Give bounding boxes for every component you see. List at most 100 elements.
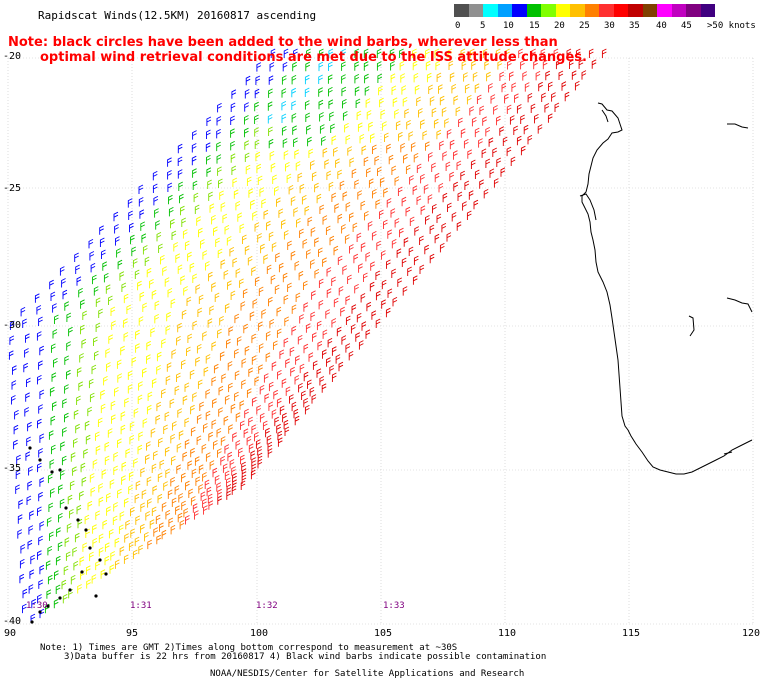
wind-barb	[321, 136, 326, 146]
wind-barb	[266, 264, 272, 274]
wind-barb	[339, 180, 345, 190]
wind-barb	[427, 194, 433, 204]
wind-barb	[83, 448, 88, 459]
wind-barb	[126, 304, 132, 314]
wind-barb	[317, 340, 323, 351]
wind-barb	[111, 320, 116, 330]
wind-barb	[571, 70, 577, 80]
wind-barb	[130, 528, 136, 538]
wind-barb	[244, 408, 249, 419]
wind-barb	[244, 245, 250, 255]
wind-barb	[121, 475, 126, 485]
wind-barb	[12, 365, 17, 375]
wind-barb	[341, 224, 346, 234]
wind-barb	[348, 350, 354, 361]
wind-barb	[112, 515, 118, 525]
wind-barb	[496, 157, 502, 167]
wind-barb	[328, 61, 333, 71]
wind-barb	[37, 594, 42, 604]
wind-barb	[153, 527, 159, 537]
wind-barb	[551, 92, 556, 102]
wind-barb	[226, 477, 231, 487]
wind-barb	[284, 316, 290, 326]
wind-barb	[312, 360, 318, 370]
wind-barb	[108, 528, 114, 539]
wind-barb	[436, 129, 442, 140]
legend-swatch-17	[700, 4, 715, 17]
wind-barb	[369, 281, 375, 292]
wind-barb	[314, 182, 319, 193]
wind-barb	[244, 127, 249, 138]
wind-barb	[457, 191, 463, 201]
wind-barb	[216, 482, 222, 492]
wind-barb	[95, 560, 100, 571]
wind-barb	[372, 144, 377, 154]
wind-barb	[166, 362, 172, 372]
wind-barb	[18, 499, 24, 509]
wind-barb	[64, 412, 69, 423]
wind-barb	[490, 94, 496, 104]
wind-barb	[137, 280, 142, 291]
wind-barb	[38, 360, 43, 370]
wind-barb	[58, 512, 63, 523]
wind-barb	[277, 369, 282, 380]
wind-barb	[181, 472, 186, 483]
lat-label-minus-25: -25	[3, 183, 22, 194]
wind-barb	[182, 395, 188, 405]
wind-barb	[254, 222, 260, 232]
wind-barb	[260, 243, 265, 254]
wind-barb	[170, 433, 176, 444]
wind-barb	[127, 198, 133, 208]
wind-barb	[156, 364, 161, 375]
wind-barb	[347, 274, 352, 284]
wind-barb	[307, 379, 312, 389]
wind-barb	[180, 205, 185, 216]
wind-barb	[306, 249, 311, 259]
wind-barb	[239, 278, 244, 288]
wind-barb	[423, 184, 429, 194]
wind-barb	[413, 255, 419, 266]
wind-barb	[220, 202, 226, 212]
wind-barb	[72, 466, 77, 476]
wind-barb	[283, 419, 289, 430]
wind-barb	[383, 219, 388, 229]
wind-barb	[230, 403, 236, 414]
wind-barb	[98, 547, 104, 557]
wind-barb	[142, 418, 148, 428]
wind-barb	[413, 72, 419, 83]
wind-barb	[518, 48, 523, 58]
wind-barb	[267, 114, 273, 124]
wind-barb	[304, 205, 310, 216]
wind-barb	[456, 160, 462, 170]
wind-barb	[73, 409, 79, 420]
wind-barb	[208, 500, 214, 510]
wind-barb	[446, 232, 452, 242]
wind-barb	[293, 48, 298, 58]
wind-barb	[326, 357, 331, 367]
wind-barb	[545, 70, 551, 81]
wind-barb	[434, 233, 440, 244]
wind-barb	[205, 142, 211, 152]
wind-barb	[281, 378, 287, 388]
legend-label-50-knots: >50 knots	[707, 21, 756, 31]
wind-barb	[246, 435, 252, 446]
wind-barb	[156, 351, 162, 362]
wind-barb	[293, 207, 299, 217]
wind-barb	[146, 441, 151, 451]
wind-barb	[153, 450, 158, 460]
wind-barb	[150, 327, 156, 337]
wind-barb	[509, 71, 514, 81]
wind-barb	[306, 124, 311, 135]
wind-barb	[365, 98, 371, 108]
wind-barb	[47, 545, 53, 556]
wind-barb	[192, 503, 198, 513]
wind-barb	[232, 472, 237, 483]
wind-barb	[422, 130, 428, 140]
wind-barb	[433, 118, 439, 129]
legend-label-0: 0	[455, 21, 461, 31]
wind-barb	[379, 209, 384, 219]
wind-barb	[130, 234, 135, 245]
wind-barb	[455, 106, 461, 116]
wind-barb	[36, 305, 42, 315]
wind-barb	[56, 527, 61, 537]
